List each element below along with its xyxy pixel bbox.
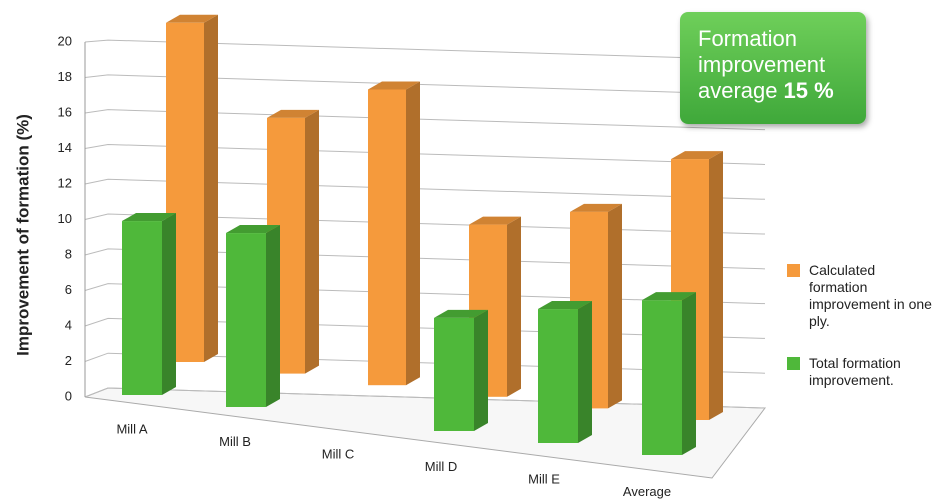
annotation-text: Formation improvement average — [698, 26, 826, 103]
bar-side — [305, 109, 319, 374]
y-tick-label: 4 — [65, 317, 72, 332]
grid-line — [84, 74, 766, 96]
grid-line — [84, 109, 766, 131]
y-tick-label: 20 — [58, 33, 72, 48]
y-tick-label: 10 — [58, 211, 72, 226]
grid-line — [84, 248, 766, 270]
bar — [368, 89, 406, 386]
grid-line — [84, 283, 766, 305]
bar — [642, 300, 682, 455]
bar-side — [682, 292, 696, 455]
bar-top — [368, 81, 420, 90]
x-tick-label: Mill B — [219, 434, 251, 449]
y-tick-label: 12 — [58, 175, 72, 190]
bar-top — [226, 225, 280, 234]
bar-top — [166, 14, 218, 23]
bar-top — [434, 309, 488, 318]
y-tick-label: 8 — [65, 246, 72, 261]
bar-top — [469, 216, 521, 225]
legend-item: Calculated formation improvement in one … — [787, 262, 932, 330]
annotation: Formation improvement average 15 % — [680, 12, 866, 124]
grid-line — [84, 178, 766, 200]
x-tick-label: Mill D — [425, 459, 458, 474]
grid-line — [84, 39, 766, 61]
bar-side — [266, 225, 280, 407]
bar-side — [474, 309, 488, 431]
bar-side — [578, 301, 592, 443]
bar-side — [608, 203, 622, 409]
grid-line — [84, 143, 766, 165]
legend-label: Calculated formation improvement in one … — [809, 262, 932, 329]
grid-line — [84, 213, 766, 235]
x-tick-label: Mill E — [528, 471, 560, 486]
y-tick-label: 0 — [65, 388, 72, 403]
x-tick-label: Average — [623, 484, 671, 499]
bar-top — [570, 203, 622, 212]
legend-label: Total formation improvement. — [809, 355, 901, 388]
y-tick-label: 14 — [58, 140, 72, 155]
bar — [122, 221, 162, 395]
bar — [434, 317, 474, 431]
bar-top — [267, 109, 319, 118]
legend-swatch — [787, 264, 800, 277]
y-tick-label: 2 — [65, 353, 72, 368]
bar-top — [122, 213, 176, 222]
annotation-highlight: 15 % — [783, 78, 834, 103]
bar-top — [671, 151, 723, 160]
bar-top — [538, 301, 592, 310]
bar — [538, 309, 578, 443]
legend-swatch — [787, 357, 800, 370]
y-axis-label: Improvement of formation (%) — [13, 114, 32, 356]
bar-side — [204, 14, 218, 363]
bar — [226, 233, 266, 407]
y-tick-label: 16 — [58, 104, 72, 119]
y-tick-label: 18 — [58, 69, 72, 84]
bar-side — [162, 213, 176, 395]
x-tick-label: Mill C — [322, 446, 355, 461]
bar-top — [642, 292, 696, 301]
legend-item: Total formation improvement. — [787, 355, 932, 389]
bar-side — [507, 216, 521, 397]
x-tick-label: Mill A — [116, 421, 147, 436]
bar-side — [709, 151, 723, 420]
y-tick-label: 6 — [65, 282, 72, 297]
bar-side — [406, 81, 420, 386]
